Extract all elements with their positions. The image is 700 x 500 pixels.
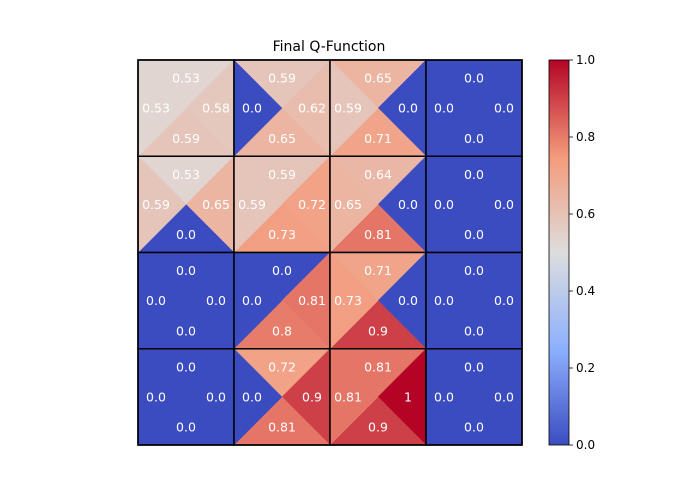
q-value-down: 0.73 xyxy=(268,227,296,242)
q-value-left: 0.0 xyxy=(242,101,262,116)
q-value-down: 0.71 xyxy=(364,131,392,146)
q-value-right: 1 xyxy=(404,389,412,404)
q-value-left: 0.59 xyxy=(238,197,266,212)
q-value-left: 0.0 xyxy=(146,389,166,404)
q-value-left: 0.53 xyxy=(142,101,170,116)
q-value-down: 0.0 xyxy=(464,227,484,242)
q-value-right: 0.72 xyxy=(298,197,326,212)
q-value-right: 0.65 xyxy=(202,197,230,212)
q-value-right: 0.0 xyxy=(206,293,226,308)
q-value-right: 0.0 xyxy=(398,197,418,212)
q-value-down: 0.81 xyxy=(268,420,296,435)
cell-r0-c1: 0.59 0.0 0.620.65 xyxy=(233,59,331,157)
colorbar-gradient xyxy=(548,59,570,446)
q-value-left: 0.0 xyxy=(146,293,166,308)
cell-r1-c0: 0.530.59 0.65 0.0 xyxy=(137,155,235,254)
q-value-up: 0.72 xyxy=(268,359,296,374)
q-value-right: 0.0 xyxy=(206,389,226,404)
colorbar-tick-label: 1.0 xyxy=(576,53,595,67)
cell-r2-c0: 0.0 0.0 0.0 0.0 xyxy=(137,251,235,350)
q-value-left: 0.0 xyxy=(434,293,454,308)
cell-r0-c0: 0.530.53 0.580.59 xyxy=(137,59,235,157)
q-value-left: 0.81 xyxy=(334,389,362,404)
q-value-down: 0.0 xyxy=(176,420,196,435)
cell-r3-c1: 0.72 0.0 0.9 0.81 xyxy=(233,348,331,446)
cell-r1-c2: 0.640.65 0.0 0.81 xyxy=(329,155,427,254)
colorbar-tick-label: 0.6 xyxy=(576,207,595,221)
q-value-right: 0.0 xyxy=(494,293,514,308)
q-value-up: 0.59 xyxy=(268,71,296,86)
heatmap-grid: 0.530.53 0.580.590.590.0 0.620.650.650.59 0… xyxy=(137,59,523,446)
cell-r1-c1: 0.590.59 0.720.73 xyxy=(233,155,331,254)
q-value-right: 0.0 xyxy=(398,101,418,116)
q-value-up: 0.0 xyxy=(464,167,484,182)
q-value-down: 0.0 xyxy=(464,323,484,338)
cell-r3-c0: 0.0 0.0 0.0 0.0 xyxy=(137,348,235,446)
q-value-up: 0.0 xyxy=(176,359,196,374)
q-value-down: 0.59 xyxy=(172,131,200,146)
q-value-down: 0.81 xyxy=(364,227,392,242)
q-value-up: 0.0 xyxy=(464,71,484,86)
cell-r1-c3: 0.0 0.0 0.0 0.0 xyxy=(425,155,523,254)
q-value-left: 0.0 xyxy=(434,389,454,404)
chart-title: Final Q-Function xyxy=(273,39,386,55)
q-value-down: 0.0 xyxy=(464,131,484,146)
q-value-right: 0.81 xyxy=(298,293,326,308)
q-value-right: 0.0 xyxy=(494,389,514,404)
cell-r0-c3: 0.0 0.0 0.0 0.0 xyxy=(425,59,523,157)
q-value-down: 0.9 xyxy=(368,323,388,338)
q-value-down: 0.9 xyxy=(368,420,388,435)
colorbar-tick-label: 0.8 xyxy=(576,130,595,144)
colorbar: 0.0 0.2 0.4 0.6 0.8 1.0 xyxy=(548,53,595,452)
q-value-down: 0.0 xyxy=(176,227,196,242)
q-value-left: 0.59 xyxy=(334,101,362,116)
q-value-down: 0.65 xyxy=(268,131,296,146)
q-value-left: 0.0 xyxy=(434,197,454,212)
q-value-left: 0.65 xyxy=(334,197,362,212)
q-value-left: 0.0 xyxy=(242,293,262,308)
q-value-up: 0.59 xyxy=(268,167,296,182)
q-value-up: 0.0 xyxy=(272,263,292,278)
q-value-right: 0.9 xyxy=(302,389,322,404)
grid-frame xyxy=(137,59,523,446)
cell-r2-c1: 0.0 0.0 0.81 0.8 xyxy=(233,251,331,350)
q-value-right: 0.58 xyxy=(202,101,230,116)
q-value-left: 0.59 xyxy=(142,197,170,212)
q-value-right: 0.0 xyxy=(494,101,514,116)
cell-r3-c3: 0.0 0.0 0.0 0.0 xyxy=(425,348,523,446)
q-value-left: 0.0 xyxy=(242,389,262,404)
cell-r0-c2: 0.650.59 0.0 0.71 xyxy=(329,59,427,157)
q-value-right: 0.0 xyxy=(494,197,514,212)
q-value-down: 0.0 xyxy=(464,420,484,435)
cell-r2-c3: 0.0 0.0 0.0 0.0 xyxy=(425,251,523,350)
q-value-up: 0.53 xyxy=(172,167,200,182)
cell-r3-c2: 0.810.81 1 0.9 xyxy=(329,348,427,446)
q-value-up: 0.81 xyxy=(364,359,392,374)
q-value-left: 0.0 xyxy=(434,101,454,116)
q-value-down: 0.0 xyxy=(176,323,196,338)
q-value-up: 0.64 xyxy=(364,167,392,182)
q-value-up: 0.65 xyxy=(364,71,392,86)
colorbar-tick-label: 0.2 xyxy=(576,361,595,375)
q-value-right: 0.0 xyxy=(398,293,418,308)
colorbar-tick-label: 0.4 xyxy=(576,284,595,298)
q-value-right: 0.62 xyxy=(298,101,326,116)
q-value-up: 0.0 xyxy=(464,263,484,278)
q-value-up: 0.53 xyxy=(172,71,200,86)
cell-r2-c2: 0.710.73 0.0 0.9 xyxy=(329,251,427,350)
q-value-up: 0.0 xyxy=(176,263,196,278)
q-value-up: 0.0 xyxy=(464,359,484,374)
q-value-up: 0.71 xyxy=(364,263,392,278)
q-value-left: 0.73 xyxy=(334,293,362,308)
q-value-down: 0.8 xyxy=(272,323,292,338)
colorbar-tick-label: 0.0 xyxy=(576,438,595,452)
